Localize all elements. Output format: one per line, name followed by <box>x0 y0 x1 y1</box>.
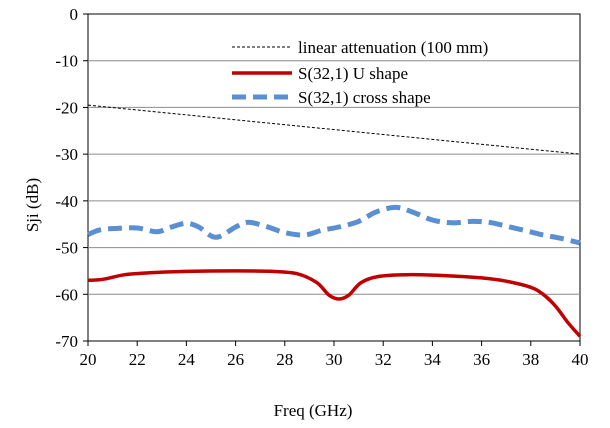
x-tick-label: 38 <box>522 350 539 369</box>
series-linear-attenuation <box>87 104 581 155</box>
y-tick-label: -10 <box>55 52 78 71</box>
axis-ticks <box>83 13 581 346</box>
x-tick-label: 24 <box>178 350 196 369</box>
legend-label-u-shape: S(32,1) U shape <box>298 64 408 83</box>
legend-label-linear-attenuation: linear attenuation (100 mm) <box>298 38 488 57</box>
x-tick-label: 22 <box>129 350 146 369</box>
y-tick-label: -60 <box>55 285 78 304</box>
legend-entry-cross-shape: S(32,1) cross shape <box>232 88 431 107</box>
legend: linear attenuation (100 mm) S(32,1) U sh… <box>232 38 488 107</box>
x-tick-label: 32 <box>375 350 392 369</box>
y-tick-label: -20 <box>55 98 78 117</box>
x-tick-label: 34 <box>424 350 442 369</box>
series-layer <box>87 104 582 338</box>
series-u-shape <box>87 269 582 338</box>
x-tick-label: 20 <box>80 350 97 369</box>
y-tick-label: -40 <box>55 192 78 211</box>
y-tick-label: -30 <box>55 145 78 164</box>
legend-entry-u-shape: S(32,1) U shape <box>232 64 408 83</box>
x-tick-label: 26 <box>227 350 244 369</box>
y-tick-label: -70 <box>55 332 78 351</box>
x-tick-label: 30 <box>326 350 343 369</box>
y-tick-label: -50 <box>55 239 78 258</box>
x-axis-title: Freq (GHz) <box>274 401 353 420</box>
y-tick-label: 0 <box>70 5 79 24</box>
legend-entry-linear-attenuation: linear attenuation (100 mm) <box>232 38 488 57</box>
x-tick-label: 28 <box>276 350 293 369</box>
legend-label-cross-shape: S(32,1) cross shape <box>298 88 431 107</box>
y-axis-title: Sji (dB) <box>23 178 42 232</box>
series-cross-shape <box>87 204 581 246</box>
x-tick-label: 40 <box>572 350 589 369</box>
gridlines <box>88 60 580 295</box>
x-tick-label: 36 <box>473 350 490 369</box>
